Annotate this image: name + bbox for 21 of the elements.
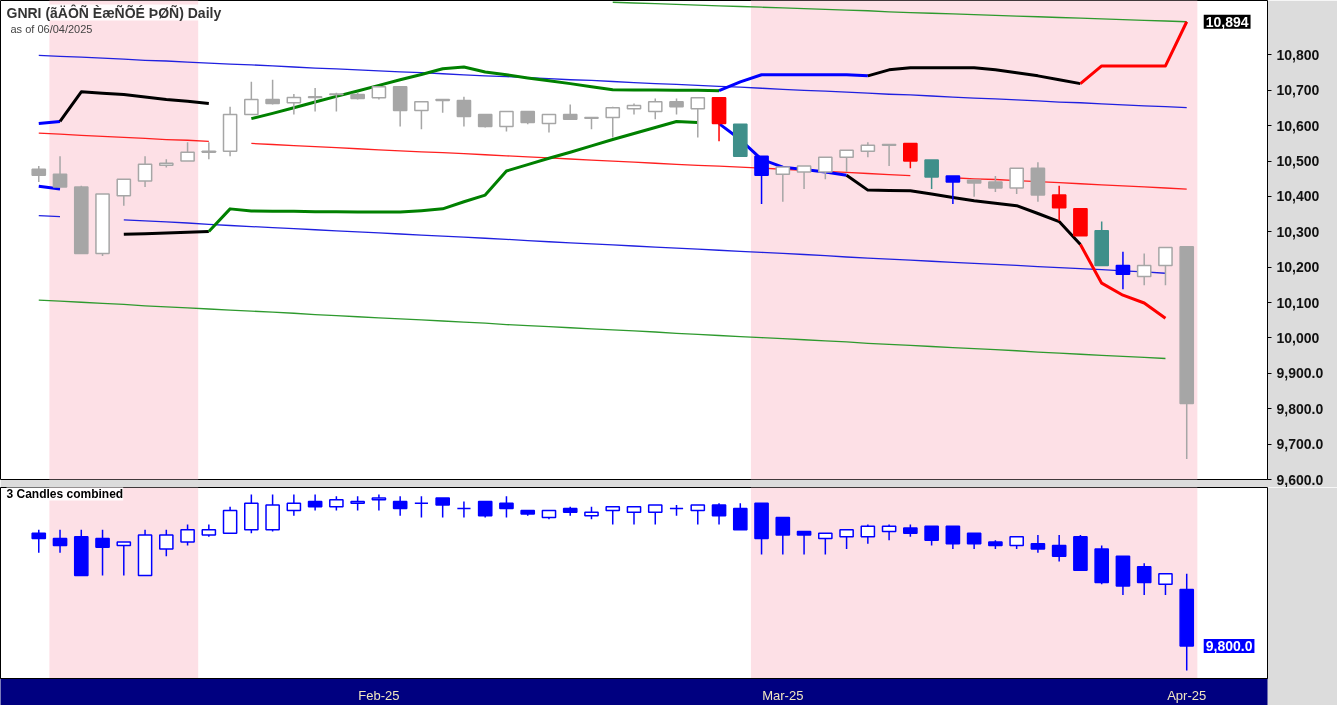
x-tick-label: Apr-25 <box>1167 687 1207 703</box>
text: as of 06/04/2025 <box>10 22 93 35</box>
text: 10,894 <box>1205 13 1249 30</box>
x-tick-label: Mar-25 <box>762 687 804 703</box>
y-tick-label: 9,800.0 <box>1276 400 1324 417</box>
y-tick-label: 10,800 <box>1276 46 1320 63</box>
y-tick-label: 10,500 <box>1276 153 1320 170</box>
y-tick-label: 10,200 <box>1276 259 1320 276</box>
x-tick-label: Feb-25 <box>358 687 400 703</box>
y-tick-label: 10,300 <box>1276 223 1320 240</box>
y-tick-label: 9,700.0 <box>1276 436 1324 453</box>
y-tick-label: 10,100 <box>1276 294 1320 311</box>
chart-title: 3 Candles combined <box>6 486 124 501</box>
y-tick-label: 10,400 <box>1276 188 1320 205</box>
text: 9,800.0 <box>1205 637 1253 654</box>
y-tick-label: 10,700 <box>1276 82 1320 99</box>
y-tick-label: 10,000 <box>1276 329 1320 346</box>
y-tick-label: 9,600.0 <box>1276 471 1324 488</box>
y-tick-label: 9,900.0 <box>1276 365 1324 382</box>
chart-title: GNRI (ãÄÔÑ ÈæÑÕÉ ÞØÑ) Daily <box>6 3 222 21</box>
y-tick-label: 10,600 <box>1276 117 1320 134</box>
